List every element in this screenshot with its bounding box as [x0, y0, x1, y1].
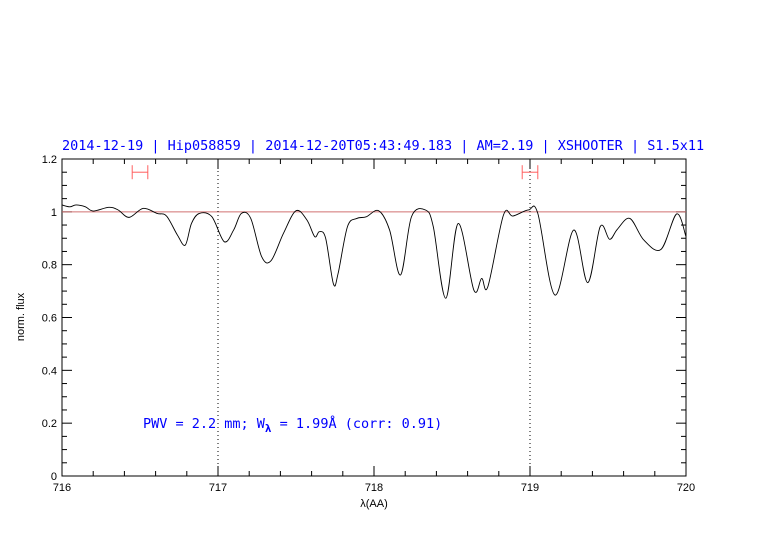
x-tick-label: 718	[365, 482, 383, 494]
plot-marks	[61, 159, 687, 476]
y-tick-label: 0.2	[42, 418, 57, 430]
error-bar	[131, 165, 149, 180]
chart-title: 2014-12-19 | Hip058859 | 2014-12-20T05:4…	[62, 138, 704, 154]
x-tick-label: 717	[209, 482, 227, 494]
y-tick-label: 0.4	[42, 365, 57, 377]
axes: 716 717 718 719 720 0 0.2 0.4 0.6 0.8 1 1.2	[42, 154, 695, 494]
y-tick-label: 1.2	[42, 154, 57, 166]
x-tick-label: 720	[677, 482, 695, 494]
y-axis-label: norm. flux	[15, 292, 27, 341]
error-bar	[521, 165, 539, 180]
y-tick-label: 0.8	[42, 260, 57, 272]
y-tick-label: 0	[51, 471, 57, 483]
y-tick-label: 0.6	[42, 313, 57, 325]
pwv-annotation: PWV = 2.2 mm; Wλ = 1.99Å (corr: 0.91)	[143, 415, 442, 435]
flux-series-line	[61, 204, 687, 299]
annotation-suffix: = 1.99Å (corr: 0.91)	[272, 415, 443, 432]
x-tick-label: 719	[521, 482, 539, 494]
x-axis-label: λ(AA)	[360, 498, 388, 510]
annotation-prefix: PWV = 2.2 mm; W	[143, 416, 266, 432]
y-tick-label: 1	[51, 207, 57, 219]
x-tick-label: 716	[53, 482, 71, 494]
annotation-sub: λ	[265, 422, 272, 435]
